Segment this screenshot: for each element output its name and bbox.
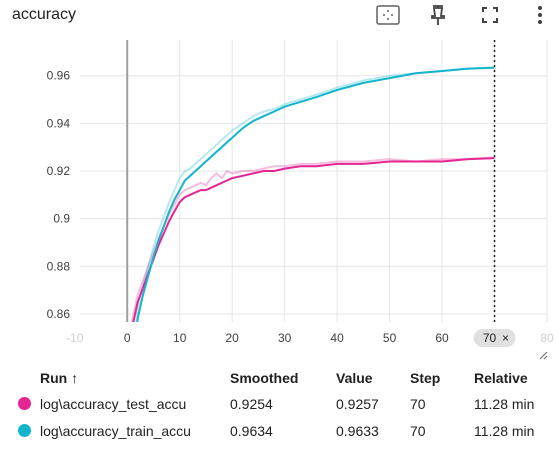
hover-indicator: 70 × <box>473 40 516 347</box>
hover-step-label: 70 <box>483 331 497 345</box>
run-name: log\accuracy_train_accu <box>40 422 191 439</box>
column-header-value[interactable]: Value <box>336 370 373 386</box>
raw-series-line <box>135 66 495 322</box>
grid <box>80 40 548 322</box>
relative-time: 11.28 min <box>474 422 535 439</box>
y-tick-label: 0.9 <box>53 212 70 226</box>
column-header-run[interactable]: Run ↑ <box>40 370 79 386</box>
pin-icon <box>431 5 445 25</box>
raw-value: 0.9633 <box>336 422 379 439</box>
runs-table: Run ↑ Smoothed Value Step Relative log\a… <box>12 366 554 444</box>
fit-to-domain-icon <box>376 5 400 25</box>
fullscreen-button[interactable] <box>477 2 503 28</box>
relative-time: 11.28 min <box>474 395 535 412</box>
x-tick-label: 40 <box>330 331 344 345</box>
smoothed-series-line <box>132 157 495 322</box>
accuracy-line-chart[interactable]: 0.86 0.88 0.9 0.92 0.94 0.96 -10 0 10 20 30 40 50 60… <box>0 0 557 360</box>
y-axis-labels: 0.86 0.88 0.9 0.92 0.94 0.96 <box>47 69 71 321</box>
x-tick-label: 80 <box>540 331 554 345</box>
close-icon: × <box>502 331 509 345</box>
raw-series-line <box>131 156 495 322</box>
x-axis-labels: -10 0 10 20 30 40 50 60 80 <box>66 331 554 345</box>
step-value: 70 <box>410 395 426 412</box>
table-row: log\accuracy_train_accu 0.9634 0.9633 70… <box>12 417 554 444</box>
column-header-smoothed[interactable]: Smoothed <box>230 370 299 386</box>
table-row: log\accuracy_test_accu 0.9254 0.9257 70 … <box>12 390 554 417</box>
hover-step-badge-bg <box>473 329 516 347</box>
more-vert-icon <box>538 6 542 24</box>
table-header-row: Run ↑ Smoothed Value Step Relative <box>12 366 554 390</box>
x-tick-label: 50 <box>383 331 397 345</box>
column-header-relative[interactable]: Relative <box>474 370 528 386</box>
step-value: 70 <box>410 422 426 439</box>
card-title: accuracy <box>12 6 77 23</box>
x-tick-label: 20 <box>225 331 239 345</box>
y-tick-label: 0.96 <box>47 69 71 83</box>
more-options-button[interactable] <box>527 2 553 28</box>
x-tick-label: 30 <box>278 331 292 345</box>
x-tick-label: -10 <box>66 331 84 345</box>
fit-to-domain-button[interactable] <box>375 2 401 28</box>
fullscreen-icon <box>482 7 498 23</box>
smoothed-series-line <box>136 66 495 322</box>
series-lines <box>131 66 495 322</box>
run-color-dot <box>18 424 31 437</box>
smoothed-value: 0.9634 <box>230 422 273 439</box>
x-tick-label: 0 <box>124 331 131 345</box>
run-name: log\accuracy_test_accu <box>40 395 187 412</box>
y-tick-label: 0.94 <box>47 116 71 130</box>
hover-step-badge: 70 × <box>473 329 516 347</box>
x-tick-label: 10 <box>173 331 187 345</box>
smoothed-value: 0.9254 <box>230 395 273 412</box>
raw-value: 0.9257 <box>336 395 379 412</box>
y-tick-label: 0.92 <box>47 164 71 178</box>
pin-button[interactable] <box>425 2 451 28</box>
x-tick-label: 60 <box>435 331 449 345</box>
column-header-step[interactable]: Step <box>410 370 441 386</box>
resize-handle-icon[interactable] <box>536 348 548 360</box>
y-tick-label: 0.88 <box>47 259 71 273</box>
run-color-dot <box>18 397 31 410</box>
y-tick-label: 0.86 <box>47 307 71 321</box>
